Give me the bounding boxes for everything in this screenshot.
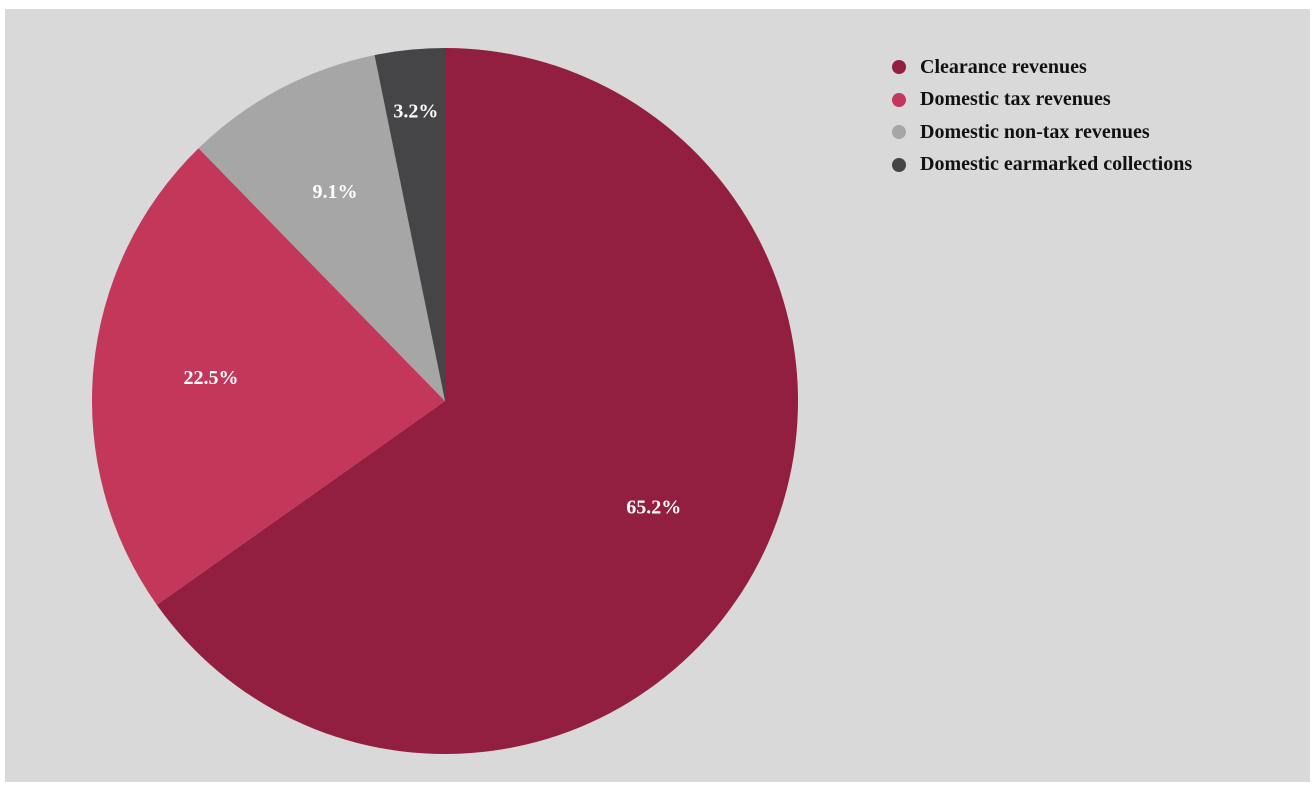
pie-chart: 65.2% 22.5% 9.1% 3.2% xyxy=(91,48,798,755)
legend-item-domestic-tax: Domestic tax revenues xyxy=(892,84,1192,117)
pie-slice-4 xyxy=(374,48,445,401)
legend-label: Clearance revenues xyxy=(920,55,1087,78)
legend-item-domestic-earmarked: Domestic earmarked collections xyxy=(892,149,1192,182)
pie-slice-label-3: 9.1% xyxy=(313,181,358,203)
chart-panel: 65.2% 22.5% 9.1% 3.2% Clearance revenues Do… xyxy=(5,9,1310,782)
pie-slice-3 xyxy=(198,55,445,402)
legend-marker xyxy=(892,157,906,172)
pie-slice-label-4: 3.2% xyxy=(393,101,438,123)
legend-marker xyxy=(892,92,906,107)
pie-slice-2 xyxy=(91,148,445,605)
legend-label: Domestic tax revenues xyxy=(920,88,1111,111)
legend-marker xyxy=(892,60,906,75)
legend: Clearance revenues Domestic tax revenues… xyxy=(892,51,1192,181)
legend-item-domestic-non-tax: Domestic non-tax revenues xyxy=(892,116,1192,149)
legend-label: Domestic earmarked collections xyxy=(920,153,1193,176)
legend-item-clearance: Clearance revenues xyxy=(892,51,1192,84)
legend-label: Domestic non-tax revenues xyxy=(920,120,1150,143)
pie-slice-label-2: 22.5% xyxy=(184,367,239,389)
pie-slice-label-1: 65.2% xyxy=(626,497,681,519)
legend-marker xyxy=(892,125,906,140)
pie-slice-1 xyxy=(156,48,798,755)
